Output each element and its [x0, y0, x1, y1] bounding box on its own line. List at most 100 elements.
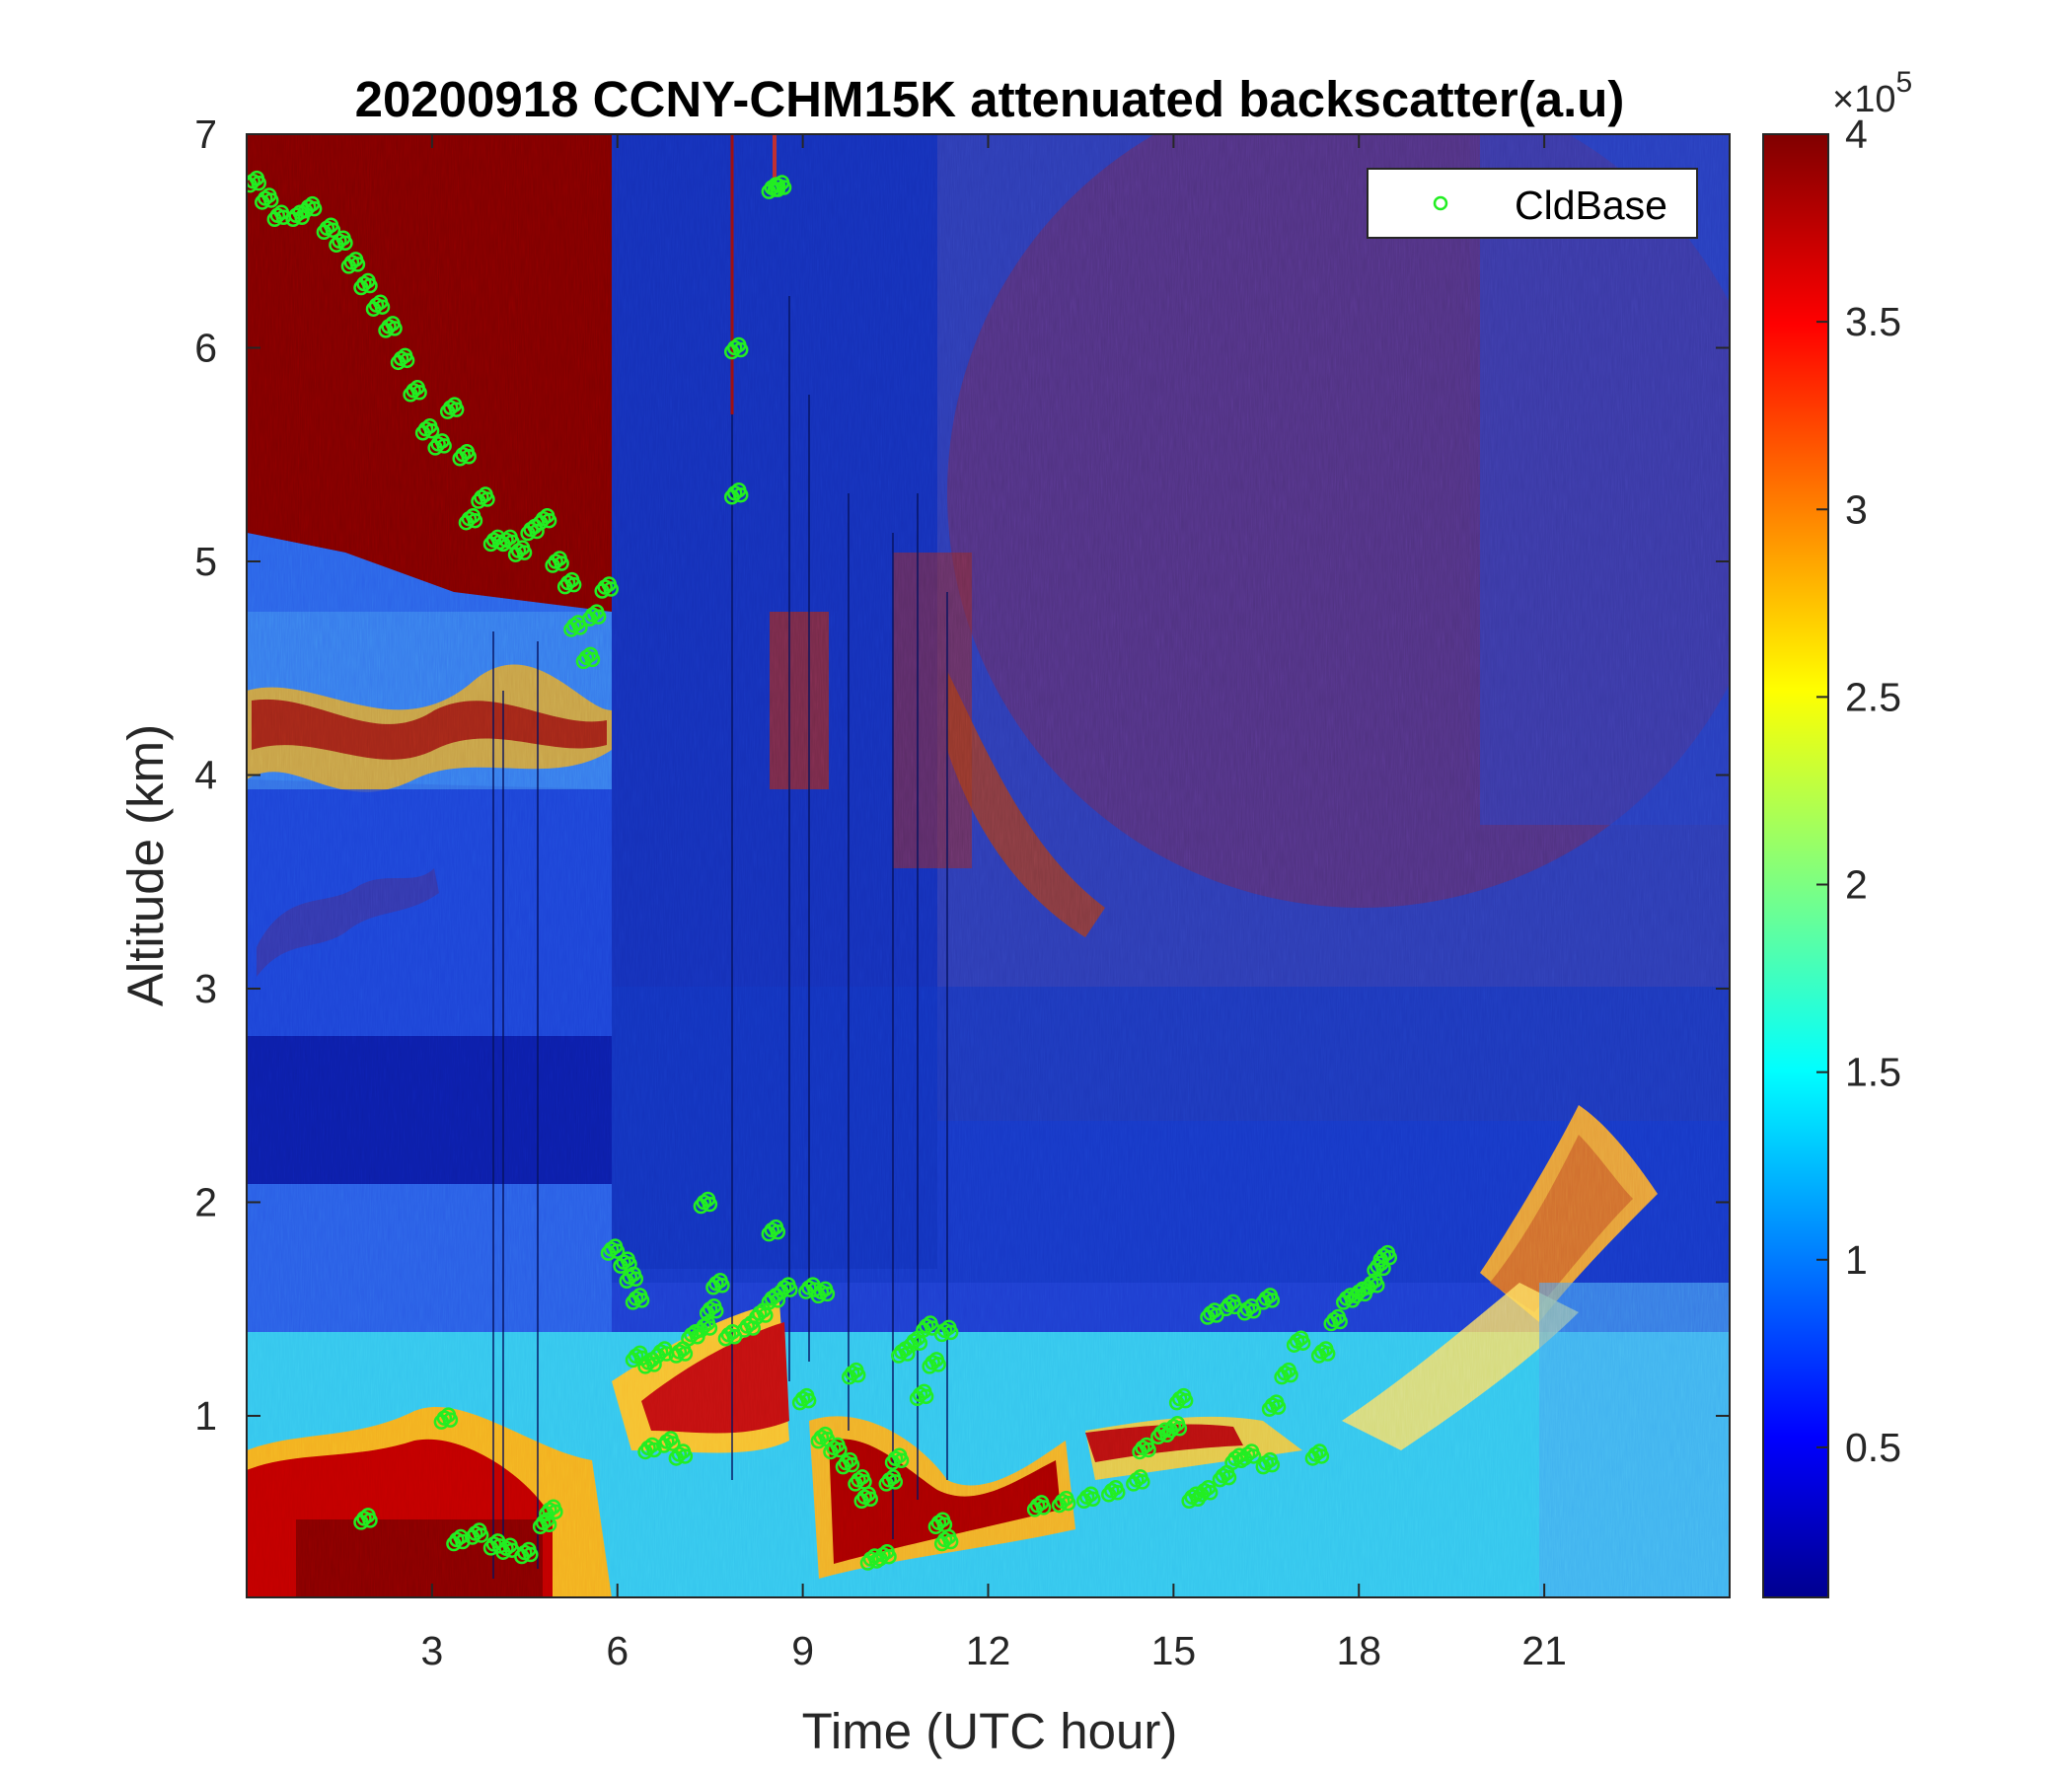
cldbase-point [1026, 1502, 1043, 1517]
cldbase-point [732, 341, 749, 358]
cldbase-point [1218, 1300, 1234, 1317]
cldbase-point [677, 1448, 694, 1464]
y-tick-label: 4 [194, 752, 217, 797]
cldbase-point [848, 1476, 863, 1492]
cldbase-point [637, 1443, 653, 1460]
cldbase-point [872, 1550, 888, 1567]
cldbase-point [548, 1504, 563, 1519]
cldbase-point [625, 1295, 641, 1310]
cldbase-point [532, 514, 549, 531]
cldbase-point [942, 1533, 959, 1550]
y-tick-label: 2 [194, 1179, 217, 1224]
x-tick-label: 18 [1336, 1628, 1381, 1673]
cldbase-point [436, 438, 452, 454]
cldbase-point [850, 1367, 866, 1383]
cldbase-point [770, 1223, 786, 1240]
cldbase-point [414, 425, 431, 441]
cldbase-point [613, 1258, 629, 1274]
cldbase-point [362, 1513, 378, 1528]
cldbase-point [723, 343, 740, 360]
cldbase-point [681, 1330, 697, 1347]
y-tick-label: 3 [194, 966, 217, 1011]
cldbase-point [646, 1357, 662, 1372]
cldbase-point [922, 1359, 937, 1374]
colorbar-tick-label: 0.5 [1845, 1425, 1901, 1470]
cldbase-point [340, 259, 357, 274]
cldbase-point [427, 440, 443, 456]
cldbase-point [1264, 1456, 1281, 1473]
cldbase-point [378, 323, 394, 338]
cldbase-point [761, 1295, 777, 1310]
cldbase-point [387, 321, 403, 336]
legend-marker-cldbase [1433, 195, 1448, 211]
cldbase-point [625, 1352, 641, 1369]
cldbase-point [1202, 1485, 1219, 1501]
cldbase-point [473, 1527, 489, 1543]
cldbase-point [1181, 1493, 1197, 1509]
cldbase-point [374, 299, 391, 315]
colorbar-tick-label: 2 [1845, 862, 1868, 908]
cldbase-point [668, 1450, 685, 1466]
cldbase-point [1245, 1448, 1262, 1464]
cldbase-point [835, 1458, 851, 1475]
cldbase-point [353, 279, 369, 296]
cldbase-point [767, 182, 783, 197]
cldbase-point [693, 1198, 709, 1215]
cldbase-point [1110, 1485, 1126, 1501]
legend-box [1367, 168, 1698, 239]
legend-label-cldbase: CldBase [1515, 183, 1667, 228]
cldbase-point [942, 1324, 959, 1341]
cldbase-point [677, 1346, 694, 1362]
cldbase-point [900, 1346, 916, 1362]
cldbase-point [600, 1245, 617, 1261]
cldbase-point [439, 404, 456, 419]
cldbase-point [1051, 1497, 1068, 1514]
cldbase-point [702, 1320, 718, 1336]
cldbase-point [1304, 1450, 1321, 1466]
cldbase-point [581, 611, 598, 627]
cldbase-point [903, 1337, 920, 1353]
cldbase-point [810, 1433, 827, 1449]
cldbase-point [584, 651, 601, 668]
colorbar-tick-label: 3 [1845, 486, 1868, 532]
cldbase-point [1168, 1394, 1185, 1411]
cldbase-point [514, 1548, 530, 1565]
cldbase-point [1335, 1295, 1352, 1310]
cldbase-point [736, 1322, 753, 1338]
cldbase-point [353, 1515, 369, 1530]
cldbase-point [881, 1548, 897, 1565]
x-axis-label: Time (UTC hour) [802, 1703, 1178, 1759]
cldbase-point [637, 1359, 653, 1374]
cldbase-point [575, 653, 592, 670]
cldbase-point [285, 211, 301, 228]
colorbar-exponent-base: ×10 [1832, 79, 1895, 120]
cldbase-point [862, 1491, 878, 1507]
cldbase-point [832, 1442, 848, 1458]
cldbase-point [853, 1493, 869, 1509]
colorbar-exponent-power: 5 [1895, 66, 1912, 99]
x-tick-label: 6 [606, 1628, 629, 1673]
cldbase-point [649, 1348, 666, 1364]
cldbase-point [1381, 1249, 1398, 1266]
cldbase-point [1221, 1469, 1237, 1486]
cldbase-point [523, 1546, 539, 1563]
cldbase-point [297, 202, 314, 219]
cldbase-point [893, 1452, 910, 1469]
cldbase-point [399, 352, 415, 369]
cldbase-point [909, 1390, 925, 1407]
cldbase-point [390, 354, 407, 371]
cldbase-point [707, 1302, 724, 1319]
cldbase-point [884, 1454, 901, 1471]
x-axis: 3 6 9 12 15 18 21 [420, 134, 1567, 1673]
cldbase-point [609, 1243, 626, 1259]
cldbase-point [1135, 1474, 1150, 1490]
colorbar-tick-label: 1 [1845, 1237, 1868, 1283]
cldbase-point [656, 1438, 672, 1453]
cldbase-point [1212, 1471, 1228, 1488]
cldbase-point [1236, 1450, 1253, 1466]
cldbase-point [545, 557, 560, 573]
x-tick-label: 15 [1151, 1628, 1197, 1673]
cldbase-point [930, 1357, 946, 1372]
cldbase-point [1261, 1401, 1278, 1417]
